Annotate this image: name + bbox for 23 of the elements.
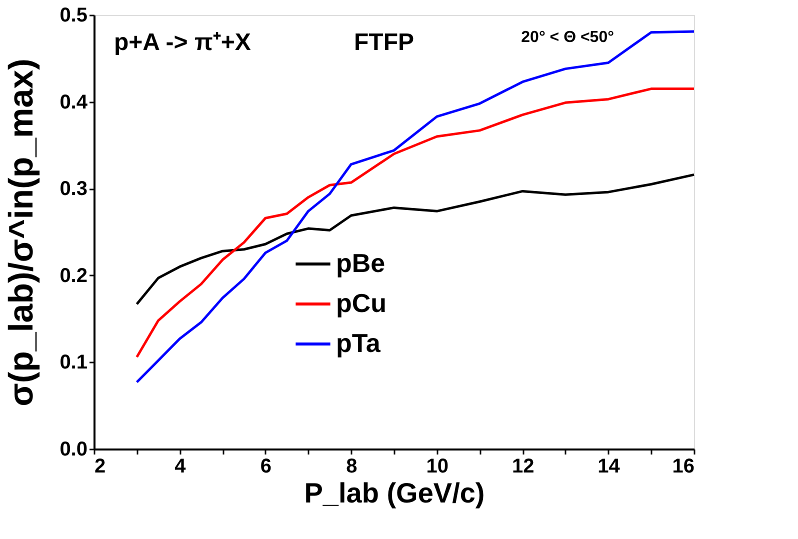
x-tick-label: 2	[94, 456, 106, 478]
annotation: p+A -> π⁺+X	[114, 29, 251, 56]
y-tick-label: 0.5	[60, 4, 88, 26]
y-axis-title: σ(p_lab)/σ^in(p_max)	[2, 58, 41, 406]
x-tick-label: 12	[512, 456, 534, 478]
legend-label: pBe	[336, 248, 386, 278]
y-tick-label: 0.2	[60, 264, 88, 287]
x-tick-label: 14	[598, 456, 621, 478]
y-tick-label: 0.0	[60, 438, 88, 460]
line-series	[136, 88, 696, 358]
x-tick-label: 6	[260, 456, 272, 478]
x-tick-label: 10	[426, 456, 448, 478]
x-tick-label: 16	[672, 456, 694, 478]
y-tick-label: 0.4	[60, 91, 88, 114]
y-tick-label: 0.3	[60, 178, 88, 200]
legend-label: pTa	[336, 328, 381, 358]
legend-label: pCu	[336, 288, 387, 318]
x-axis-title: P_lab (GeV/c)	[304, 478, 485, 508]
annotation: 20° < Θ <50°	[521, 29, 614, 46]
x-tick-label: 8	[346, 456, 358, 478]
y-tick-label: 0.1	[60, 352, 88, 374]
x-tick-label: 4	[174, 456, 187, 478]
annotation: FTFP	[354, 29, 414, 56]
